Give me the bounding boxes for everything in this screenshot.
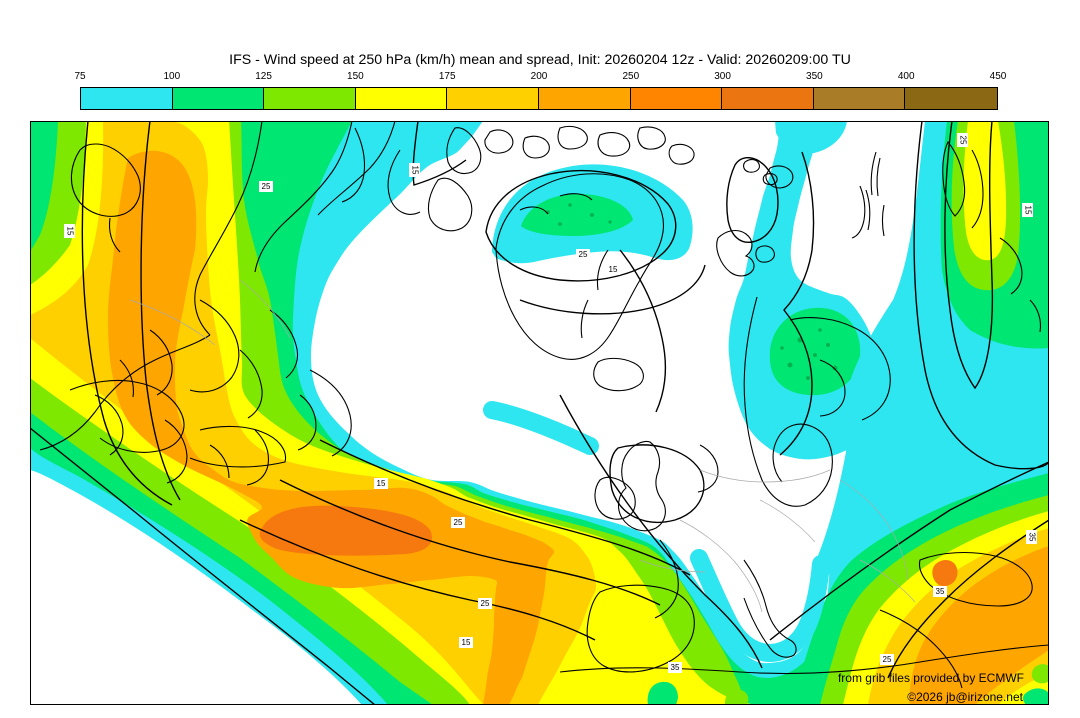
svg-text:15: 15 bbox=[462, 638, 471, 647]
svg-text:25: 25 bbox=[262, 182, 271, 191]
svg-text:25: 25 bbox=[883, 655, 892, 664]
svg-text:25: 25 bbox=[481, 599, 490, 608]
svg-text:15: 15 bbox=[410, 166, 419, 175]
svg-text:15: 15 bbox=[65, 227, 74, 236]
svg-text:15: 15 bbox=[377, 479, 386, 488]
svg-text:15: 15 bbox=[609, 265, 618, 274]
svg-text:25: 25 bbox=[454, 518, 463, 527]
svg-text:35: 35 bbox=[1027, 533, 1036, 542]
svg-text:15: 15 bbox=[1023, 206, 1032, 215]
svg-text:25: 25 bbox=[958, 136, 967, 145]
svg-text:35: 35 bbox=[671, 663, 680, 672]
svg-text:25: 25 bbox=[579, 250, 588, 259]
svg-text:35: 35 bbox=[936, 587, 945, 596]
